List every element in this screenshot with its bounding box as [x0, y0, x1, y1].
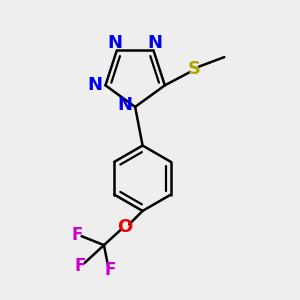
Text: N: N	[88, 76, 103, 94]
Text: F: F	[74, 257, 86, 275]
Text: O: O	[117, 218, 132, 236]
Text: S: S	[188, 60, 201, 78]
Text: N: N	[148, 34, 163, 52]
Text: N: N	[108, 34, 123, 52]
Text: F: F	[71, 226, 83, 244]
Text: F: F	[104, 261, 116, 279]
Text: N: N	[117, 96, 132, 114]
